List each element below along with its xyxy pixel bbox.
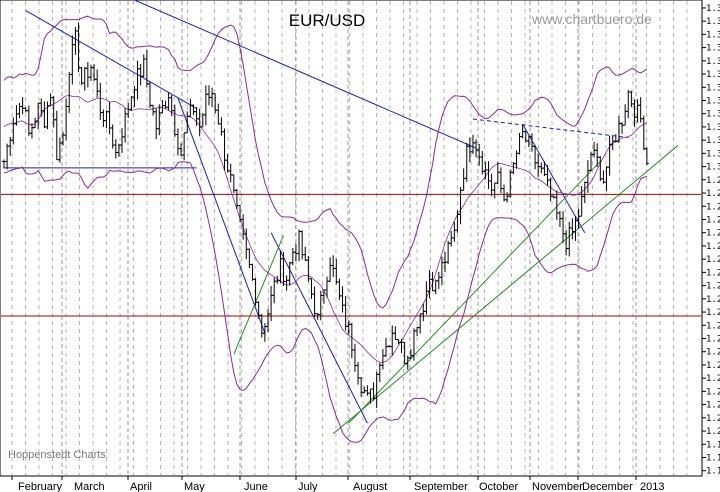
y-tick-label: 1.290 xyxy=(706,189,720,199)
y-tick-label: 1.215 xyxy=(706,387,720,397)
lower-band xyxy=(3,161,648,443)
y-tick-label: 1.360 xyxy=(706,4,720,14)
y-tick-label: 1.245 xyxy=(706,308,720,318)
y-tick-label: 1.325 xyxy=(706,96,720,106)
y-tick-label: 1.255 xyxy=(706,282,720,292)
y-tick-label: 1.200 xyxy=(706,427,720,437)
price-bars xyxy=(2,22,649,408)
x-tick-label: May xyxy=(184,481,205,492)
y-tick-label: 1.340 xyxy=(706,57,720,67)
middle-band xyxy=(3,95,648,363)
y-tick-label: 1.330 xyxy=(706,83,720,93)
y-axis: 1.185 1.190 1.195 1.200 1.205 1.210 1.215 1.220… xyxy=(702,4,720,477)
y-tick-label: 1.320 xyxy=(706,110,720,120)
x-tick-label: June xyxy=(244,481,268,492)
y-tick-label: 1.285 xyxy=(706,202,720,212)
y-tick-label: 1.225 xyxy=(706,361,720,371)
bollinger-bands xyxy=(3,15,648,443)
y-tick-label: 1.235 xyxy=(706,334,720,344)
y-tick-label: 1.335 xyxy=(706,70,720,80)
y-tick-label: 1.220 xyxy=(706,374,720,384)
y-tick-label: 1.345 xyxy=(706,44,720,54)
y-tick-label: 1.310 xyxy=(706,136,720,146)
chart-title: EUR/USD xyxy=(289,11,366,30)
y-tick-label: 1.280 xyxy=(706,215,720,225)
x-tick-label: March xyxy=(74,481,105,492)
y-tick-label: 1.185 xyxy=(706,467,720,477)
y-tick-label: 1.230 xyxy=(706,348,720,358)
trend-line-down xyxy=(270,232,368,424)
y-tick-label: 1.260 xyxy=(706,268,720,278)
x-tick-label: August xyxy=(353,481,387,492)
y-tick-label: 1.210 xyxy=(706,401,720,411)
x-tick-label: February xyxy=(18,481,63,492)
trend-line-down xyxy=(134,0,477,149)
trend-line-down xyxy=(522,124,586,233)
trend-line-dashed xyxy=(472,118,629,139)
y-tick-label: 1.250 xyxy=(706,295,720,305)
x-tick-label: November xyxy=(532,481,583,492)
y-tick-label: 1.350 xyxy=(706,30,720,40)
uptrend-line xyxy=(348,160,601,424)
x-axis: February March April May June July August Septe… xyxy=(11,476,664,492)
y-tick-label: 1.205 xyxy=(706,414,720,424)
y-tick-label: 1.315 xyxy=(706,123,720,133)
upper-band xyxy=(3,15,648,309)
uptrend-line xyxy=(233,235,284,355)
y-tick-label: 1.305 xyxy=(706,149,720,159)
grid-lines xyxy=(11,1,688,475)
y-tick-label: 1.195 xyxy=(706,440,720,450)
y-tick-label: 1.295 xyxy=(706,176,720,186)
y-tick-label: 1.300 xyxy=(706,163,720,173)
x-tick-label: 2013 xyxy=(640,481,664,492)
x-tick-label: September xyxy=(414,481,468,492)
uptrend-line xyxy=(332,145,679,435)
source-label: Hoppenstedt Charts xyxy=(8,449,106,461)
y-tick-label: 1.275 xyxy=(706,229,720,239)
y-tick-label: 1.355 xyxy=(706,17,720,27)
x-tick-label: April xyxy=(130,481,152,492)
x-tick-label: July xyxy=(298,481,318,492)
y-tick-label: 1.265 xyxy=(706,255,720,265)
x-tick-label: December xyxy=(582,481,633,492)
price-bar xyxy=(644,147,649,166)
watermark: www.chartbuero.de xyxy=(531,11,652,27)
y-tick-label: 1.270 xyxy=(706,242,720,252)
x-tick-label: October xyxy=(479,481,518,492)
trend-line-down xyxy=(177,97,266,334)
y-tick-label: 1.240 xyxy=(706,321,720,331)
y-tick-label: 1.190 xyxy=(706,453,720,463)
